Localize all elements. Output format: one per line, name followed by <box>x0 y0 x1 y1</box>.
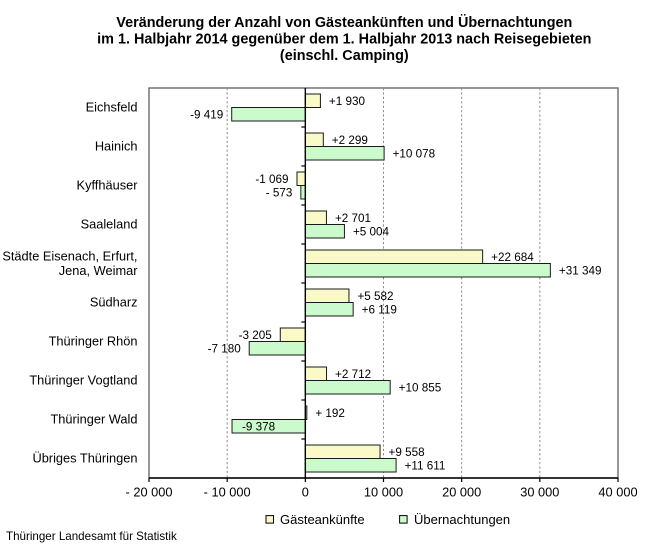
svg-text:20 000: 20 000 <box>442 485 481 500</box>
svg-text:+5 004: +5 004 <box>353 226 390 239</box>
svg-text:Kyffhäuser: Kyffhäuser <box>77 178 139 193</box>
svg-text:Übernachtungen: Übernachtungen <box>414 512 510 527</box>
svg-text:Gästeankünfte: Gästeankünfte <box>280 512 365 527</box>
svg-text:Thüringer Landesamt für Statis: Thüringer Landesamt für Statistik <box>6 530 177 543</box>
svg-text:Veränderung der Anzahl von Gäs: Veränderung der Anzahl von Gästeankünfte… <box>116 14 572 31</box>
svg-text:+2 712: +2 712 <box>335 368 371 381</box>
svg-text:Thüringer Vogtland: Thüringer Vogtland <box>29 373 137 388</box>
svg-text:+11 611: +11 611 <box>405 460 446 473</box>
svg-text:+1 930: +1 930 <box>329 95 366 108</box>
svg-text:-1 069: -1 069 <box>255 173 288 186</box>
svg-text:Städte Eisenach, Erfurt,: Städte Eisenach, Erfurt, <box>2 248 137 263</box>
svg-text:30 000: 30 000 <box>520 485 559 500</box>
svg-text:Übriges Thüringen: Übriges Thüringen <box>32 451 137 466</box>
svg-text:+5 582: +5 582 <box>357 290 393 303</box>
svg-text:+2 701: +2 701 <box>335 212 371 225</box>
svg-text:- 573: - 573 <box>266 187 293 200</box>
svg-text:-7 180: -7 180 <box>208 343 242 356</box>
svg-text:0: 0 <box>302 485 309 500</box>
svg-text:+ 192: + 192 <box>315 407 345 420</box>
svg-text:-9 378: -9 378 <box>242 421 275 434</box>
svg-text:im 1. Halbjahr 2014 gegenüber: im 1. Halbjahr 2014 gegenüber dem 1. Hal… <box>97 32 591 48</box>
svg-text:-9 419: -9 419 <box>190 109 223 122</box>
svg-text:- 10 000: - 10 000 <box>204 485 251 500</box>
svg-text:+9 558: +9 558 <box>389 446 425 459</box>
svg-text:+6 119: +6 119 <box>362 304 397 317</box>
svg-text:+10 078: +10 078 <box>393 148 436 161</box>
svg-text:(einschl. Camping): (einschl. Camping) <box>280 48 409 64</box>
svg-text:Eichsfeld: Eichsfeld <box>86 100 138 115</box>
svg-text:Thüringer Rhön: Thüringer Rhön <box>49 334 138 349</box>
svg-text:Südharz: Südharz <box>90 295 138 310</box>
svg-text:+2 299: +2 299 <box>332 134 368 147</box>
svg-text:-3 205: -3 205 <box>239 329 273 342</box>
svg-text:Saaleland: Saaleland <box>81 217 138 232</box>
svg-text:- 20 000: - 20 000 <box>126 485 173 500</box>
svg-text:+31 349: +31 349 <box>559 265 602 278</box>
svg-text:+22 684: +22 684 <box>491 251 534 264</box>
svg-text:Jena, Weimar: Jena, Weimar <box>59 263 138 278</box>
svg-text:Hainich: Hainich <box>95 139 138 154</box>
svg-text:40 000: 40 000 <box>598 485 637 500</box>
svg-text:Thüringer Wald: Thüringer Wald <box>50 412 137 427</box>
svg-text:10 000: 10 000 <box>364 485 403 500</box>
svg-text:+10 855: +10 855 <box>399 382 442 395</box>
